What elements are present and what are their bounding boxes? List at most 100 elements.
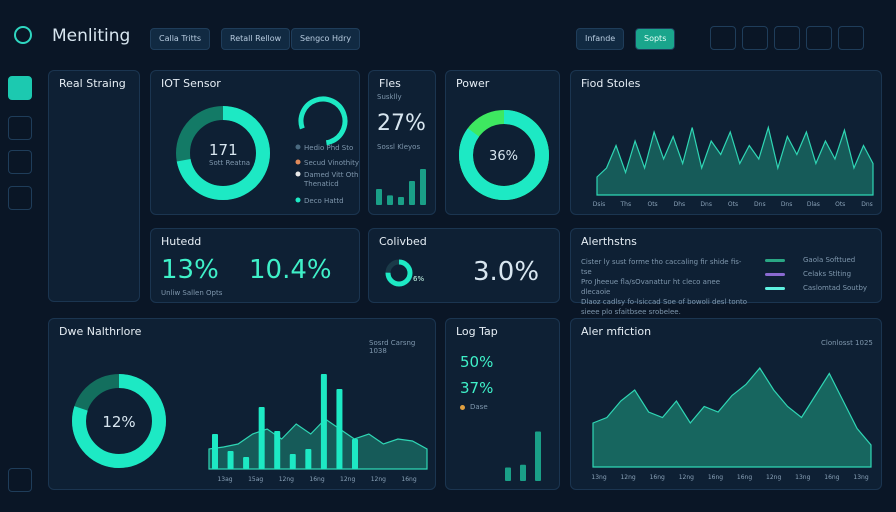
center-value: 171 xyxy=(209,141,238,159)
panel-title: Fles xyxy=(379,77,401,90)
ring-label: 6% xyxy=(413,275,425,283)
bar xyxy=(336,389,343,469)
bar xyxy=(305,449,312,469)
footer: Deco Hattd xyxy=(304,197,344,205)
panel: Real Straing xyxy=(48,70,140,302)
ring-arc xyxy=(72,374,166,468)
x-tick-label: 16ng xyxy=(737,474,752,481)
toolbar xyxy=(710,26,880,50)
panel: IOT Sensor 171 Sott Reatna Hedio Phd Sto… xyxy=(150,70,360,215)
x-tick-label: Dlas xyxy=(807,201,820,208)
center-label: Sott Reatna xyxy=(209,159,251,167)
x-tick-label: Ots xyxy=(728,201,738,208)
legend-item: Gaola Softtued xyxy=(803,256,856,264)
tool-button[interactable] xyxy=(806,26,832,50)
gauge-arc xyxy=(298,96,348,146)
alert-line: Dlaoz cadlsy fo-lsiccad Soe of bowoli de… xyxy=(581,298,748,306)
panel: Hutedd 13% 10.4% Unliw Sallen Opts xyxy=(150,228,360,303)
bar xyxy=(352,439,358,469)
x-tick-label: Dsis xyxy=(593,201,606,208)
value: 50% xyxy=(460,353,494,371)
legend-item: Celaks Stlting xyxy=(803,270,852,278)
panel-title: Hutedd xyxy=(161,235,202,248)
button[interactable]: Sopts xyxy=(635,28,676,50)
alert-line: sieee plo sfaitbsee srobelee. xyxy=(581,308,681,316)
x-tick-label: 12ng xyxy=(766,474,781,481)
chart xyxy=(376,169,426,205)
x-tick-label: 13ng xyxy=(591,474,606,481)
area xyxy=(592,366,872,468)
x-tick-label: 16ng xyxy=(309,476,324,483)
panel: Fles Susklly 27% Sossl Kleyos xyxy=(368,70,436,215)
tab[interactable]: Calla Tritts xyxy=(150,28,211,50)
panel-title: Fiod Stoles xyxy=(581,77,641,90)
legend-item: Hedio Phd Sto xyxy=(304,144,354,152)
note: Clonlosst 1025 xyxy=(821,339,873,347)
x-tick-label: Ths xyxy=(620,201,632,208)
bar xyxy=(274,431,281,469)
bar xyxy=(212,434,218,469)
note: Sossl Kleyos xyxy=(377,143,421,151)
tab[interactable]: Retall Rellow xyxy=(221,28,291,50)
legend-item: Dase xyxy=(470,403,488,411)
legend-dot xyxy=(295,144,301,150)
panel-title: IOT Sensor xyxy=(161,77,221,90)
chart xyxy=(176,96,348,203)
legend-dot xyxy=(460,405,465,410)
bar xyxy=(258,407,265,469)
legend-note: Thenaticd xyxy=(304,180,339,188)
bar xyxy=(535,431,541,481)
x-tick-label: 12ng xyxy=(679,474,694,481)
nav-icon[interactable] xyxy=(8,468,32,492)
x-tick-label: 12ng xyxy=(620,474,635,481)
tool-button[interactable] xyxy=(742,26,768,50)
area xyxy=(208,418,428,470)
x-tick-label: 12ng xyxy=(279,476,294,483)
x-tick-label: Ots xyxy=(647,201,657,208)
x-tick-label: 16ng xyxy=(824,474,839,481)
value: 13% xyxy=(161,255,219,285)
legend-dot xyxy=(295,171,301,177)
x-tick-label: 13ng xyxy=(853,474,868,481)
value: 10.4% xyxy=(249,255,332,285)
x-tick-label: Ots xyxy=(835,201,845,208)
x-tick-label: Dns xyxy=(781,201,793,208)
alert-line: Pro Jheeue fla/sOvanattur ht cleco anee … xyxy=(581,278,721,296)
search[interactable]: Infande xyxy=(576,28,625,50)
bar xyxy=(320,374,327,469)
nav-icon[interactable] xyxy=(8,76,32,100)
x-tick-label: 13ng xyxy=(795,474,810,481)
panel-title: Power xyxy=(456,77,490,90)
bar xyxy=(398,197,404,205)
center-value: 12% xyxy=(102,413,136,431)
tool-button[interactable] xyxy=(710,26,736,50)
panel-title: Real Straing xyxy=(59,77,126,90)
area xyxy=(596,125,874,196)
note: Unliw Sallen Opts xyxy=(161,289,223,297)
x-tick-label: Dhs xyxy=(674,201,686,208)
logo xyxy=(14,26,32,44)
center-value: 36% xyxy=(489,149,518,164)
note: Sosrd Carsng 1038 xyxy=(369,339,416,355)
ring-arc xyxy=(176,106,270,200)
panel: Log Tap 50% 37% Dase xyxy=(445,318,560,490)
chart: 13ag 15ag 12ng 16ng 12ng 12ng 16ng xyxy=(72,374,428,483)
panel: Alerthstns Cister ly sust forme tho cacc… xyxy=(570,228,882,316)
chart xyxy=(459,110,549,200)
tool-button[interactable] xyxy=(838,26,864,50)
panel-title: Aler mfiction xyxy=(581,325,652,338)
tool-button[interactable] xyxy=(774,26,800,50)
value: 3.0% xyxy=(473,257,540,287)
nav-icon[interactable] xyxy=(8,116,32,140)
bar xyxy=(376,189,382,205)
alert-text: Cister ly sust forme tho caccaling fir s… xyxy=(581,257,751,317)
x-tick-label: 16ng xyxy=(401,476,416,483)
nav-icon[interactable] xyxy=(8,186,32,210)
x-tick-label: 13ag xyxy=(217,476,232,483)
tab[interactable]: Sengco Hdry xyxy=(291,28,361,50)
legend-item: Caslomtad Soutby xyxy=(803,284,868,292)
nav-icon[interactable] xyxy=(8,150,32,174)
bar xyxy=(243,457,250,469)
bar xyxy=(289,454,296,469)
